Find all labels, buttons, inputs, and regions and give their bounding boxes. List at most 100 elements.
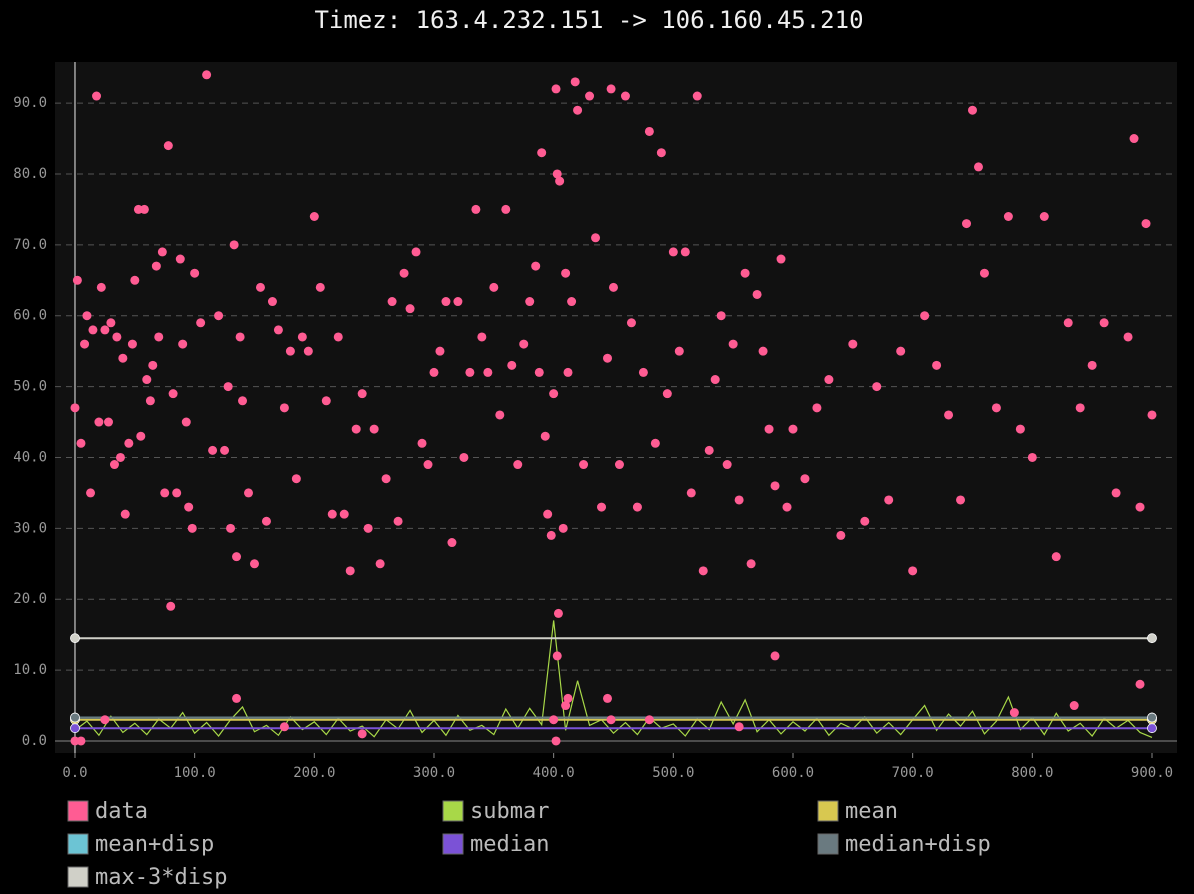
level-end xyxy=(1147,723,1157,734)
data-point xyxy=(680,247,690,257)
data-point xyxy=(148,360,158,370)
data-point xyxy=(848,339,858,349)
data-point xyxy=(357,389,367,399)
data-point xyxy=(435,346,445,356)
data-point xyxy=(88,325,98,335)
data-point xyxy=(552,651,562,661)
data-point xyxy=(351,424,361,434)
data-point xyxy=(279,722,289,732)
data-point xyxy=(1099,318,1109,328)
data-point xyxy=(1123,332,1133,342)
data-point xyxy=(154,332,164,342)
data-point xyxy=(411,247,421,257)
data-point xyxy=(429,367,439,377)
data-point xyxy=(567,297,577,307)
data-point xyxy=(417,438,427,448)
data-point xyxy=(72,275,82,285)
data-point xyxy=(752,289,762,299)
data-point xyxy=(704,445,714,455)
data-point xyxy=(734,495,744,505)
data-point xyxy=(728,339,738,349)
data-point xyxy=(238,396,248,406)
data-point xyxy=(740,268,750,278)
data-point xyxy=(1015,424,1025,434)
legend-swatch xyxy=(442,833,464,855)
data-point xyxy=(1135,502,1145,512)
data-point xyxy=(540,431,550,441)
data-point xyxy=(1069,701,1079,711)
data-point xyxy=(1039,212,1049,222)
data-point xyxy=(1009,708,1019,718)
data-point xyxy=(579,460,589,470)
data-point xyxy=(638,367,648,377)
data-point xyxy=(303,346,313,356)
data-point xyxy=(471,204,481,214)
data-point xyxy=(495,410,505,420)
data-point xyxy=(563,367,573,377)
data-point xyxy=(279,403,289,413)
legend-label: median xyxy=(470,832,549,857)
data-point xyxy=(381,474,391,484)
data-point xyxy=(130,275,140,285)
y-tick-label: 90.0 xyxy=(13,95,47,111)
data-point xyxy=(644,715,654,725)
data-point xyxy=(710,375,720,385)
data-point xyxy=(106,318,116,328)
data-point xyxy=(746,559,756,569)
legend-swatch xyxy=(67,833,89,855)
data-point xyxy=(232,693,242,703)
data-point xyxy=(339,509,349,519)
data-point xyxy=(519,339,529,349)
data-point xyxy=(423,460,433,470)
legend-swatch xyxy=(817,833,839,855)
data-point xyxy=(944,410,954,420)
x-tick-label: 500.0 xyxy=(652,765,694,781)
data-point xyxy=(291,474,301,484)
x-tick-label: 700.0 xyxy=(892,765,934,781)
data-point xyxy=(812,403,822,413)
data-point xyxy=(168,389,178,399)
data-point xyxy=(606,715,616,725)
x-tick-label: 100.0 xyxy=(174,765,216,781)
data-point xyxy=(698,566,708,576)
data-point xyxy=(979,268,989,278)
level-end xyxy=(70,712,80,723)
data-point xyxy=(151,261,161,271)
data-point xyxy=(181,417,191,427)
y-tick-label: 30.0 xyxy=(13,520,47,536)
data-point xyxy=(614,460,624,470)
data-point xyxy=(561,701,571,711)
level-end xyxy=(70,633,80,644)
data-point xyxy=(860,516,870,526)
data-point xyxy=(309,212,319,222)
data-point xyxy=(549,715,559,725)
data-point xyxy=(534,367,544,377)
data-point xyxy=(447,538,457,548)
chart-title: Timez: 163.4.232.151 -> 106.160.45.210 xyxy=(314,6,863,34)
data-point xyxy=(1003,212,1013,222)
data-point xyxy=(896,346,906,356)
y-tick-label: 60.0 xyxy=(13,308,47,324)
data-point xyxy=(190,268,200,278)
data-point xyxy=(100,715,110,725)
data-point xyxy=(591,233,601,243)
data-point xyxy=(525,297,535,307)
data-point xyxy=(187,523,197,533)
legend-label: median+disp xyxy=(845,832,991,857)
y-tick-label: 40.0 xyxy=(13,449,47,465)
data-point xyxy=(973,162,983,172)
legend-swatch xyxy=(817,800,839,822)
data-point xyxy=(884,495,894,505)
data-point xyxy=(597,502,607,512)
y-tick-label: 20.0 xyxy=(13,591,47,607)
data-point xyxy=(692,91,702,101)
data-point xyxy=(1135,679,1145,689)
data-point xyxy=(650,438,660,448)
data-point xyxy=(285,346,295,356)
x-tick-label: 0.0 xyxy=(62,765,87,781)
data-point xyxy=(261,516,271,526)
data-point xyxy=(321,396,331,406)
data-point xyxy=(551,84,561,94)
data-point xyxy=(76,438,86,448)
data-point xyxy=(716,311,726,321)
